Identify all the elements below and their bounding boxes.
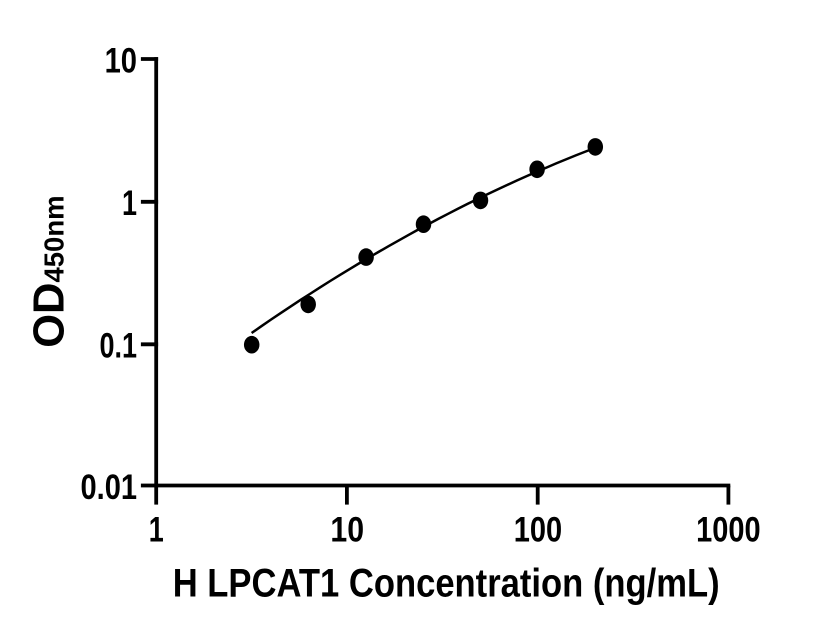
- svg-text:H LPCAT1 Concentration (ng/mL): H LPCAT1 Concentration (ng/mL): [173, 562, 720, 606]
- svg-text:1: 1: [122, 183, 137, 223]
- svg-text:OD450nm: OD450nm: [26, 195, 74, 347]
- svg-text:10: 10: [330, 509, 364, 549]
- svg-text:10: 10: [105, 40, 137, 80]
- svg-text:0.1: 0.1: [100, 326, 138, 366]
- svg-text:1000: 1000: [696, 509, 761, 549]
- svg-text:100: 100: [514, 509, 562, 549]
- svg-text:1: 1: [149, 509, 164, 549]
- svg-text:0.01: 0.01: [81, 467, 138, 507]
